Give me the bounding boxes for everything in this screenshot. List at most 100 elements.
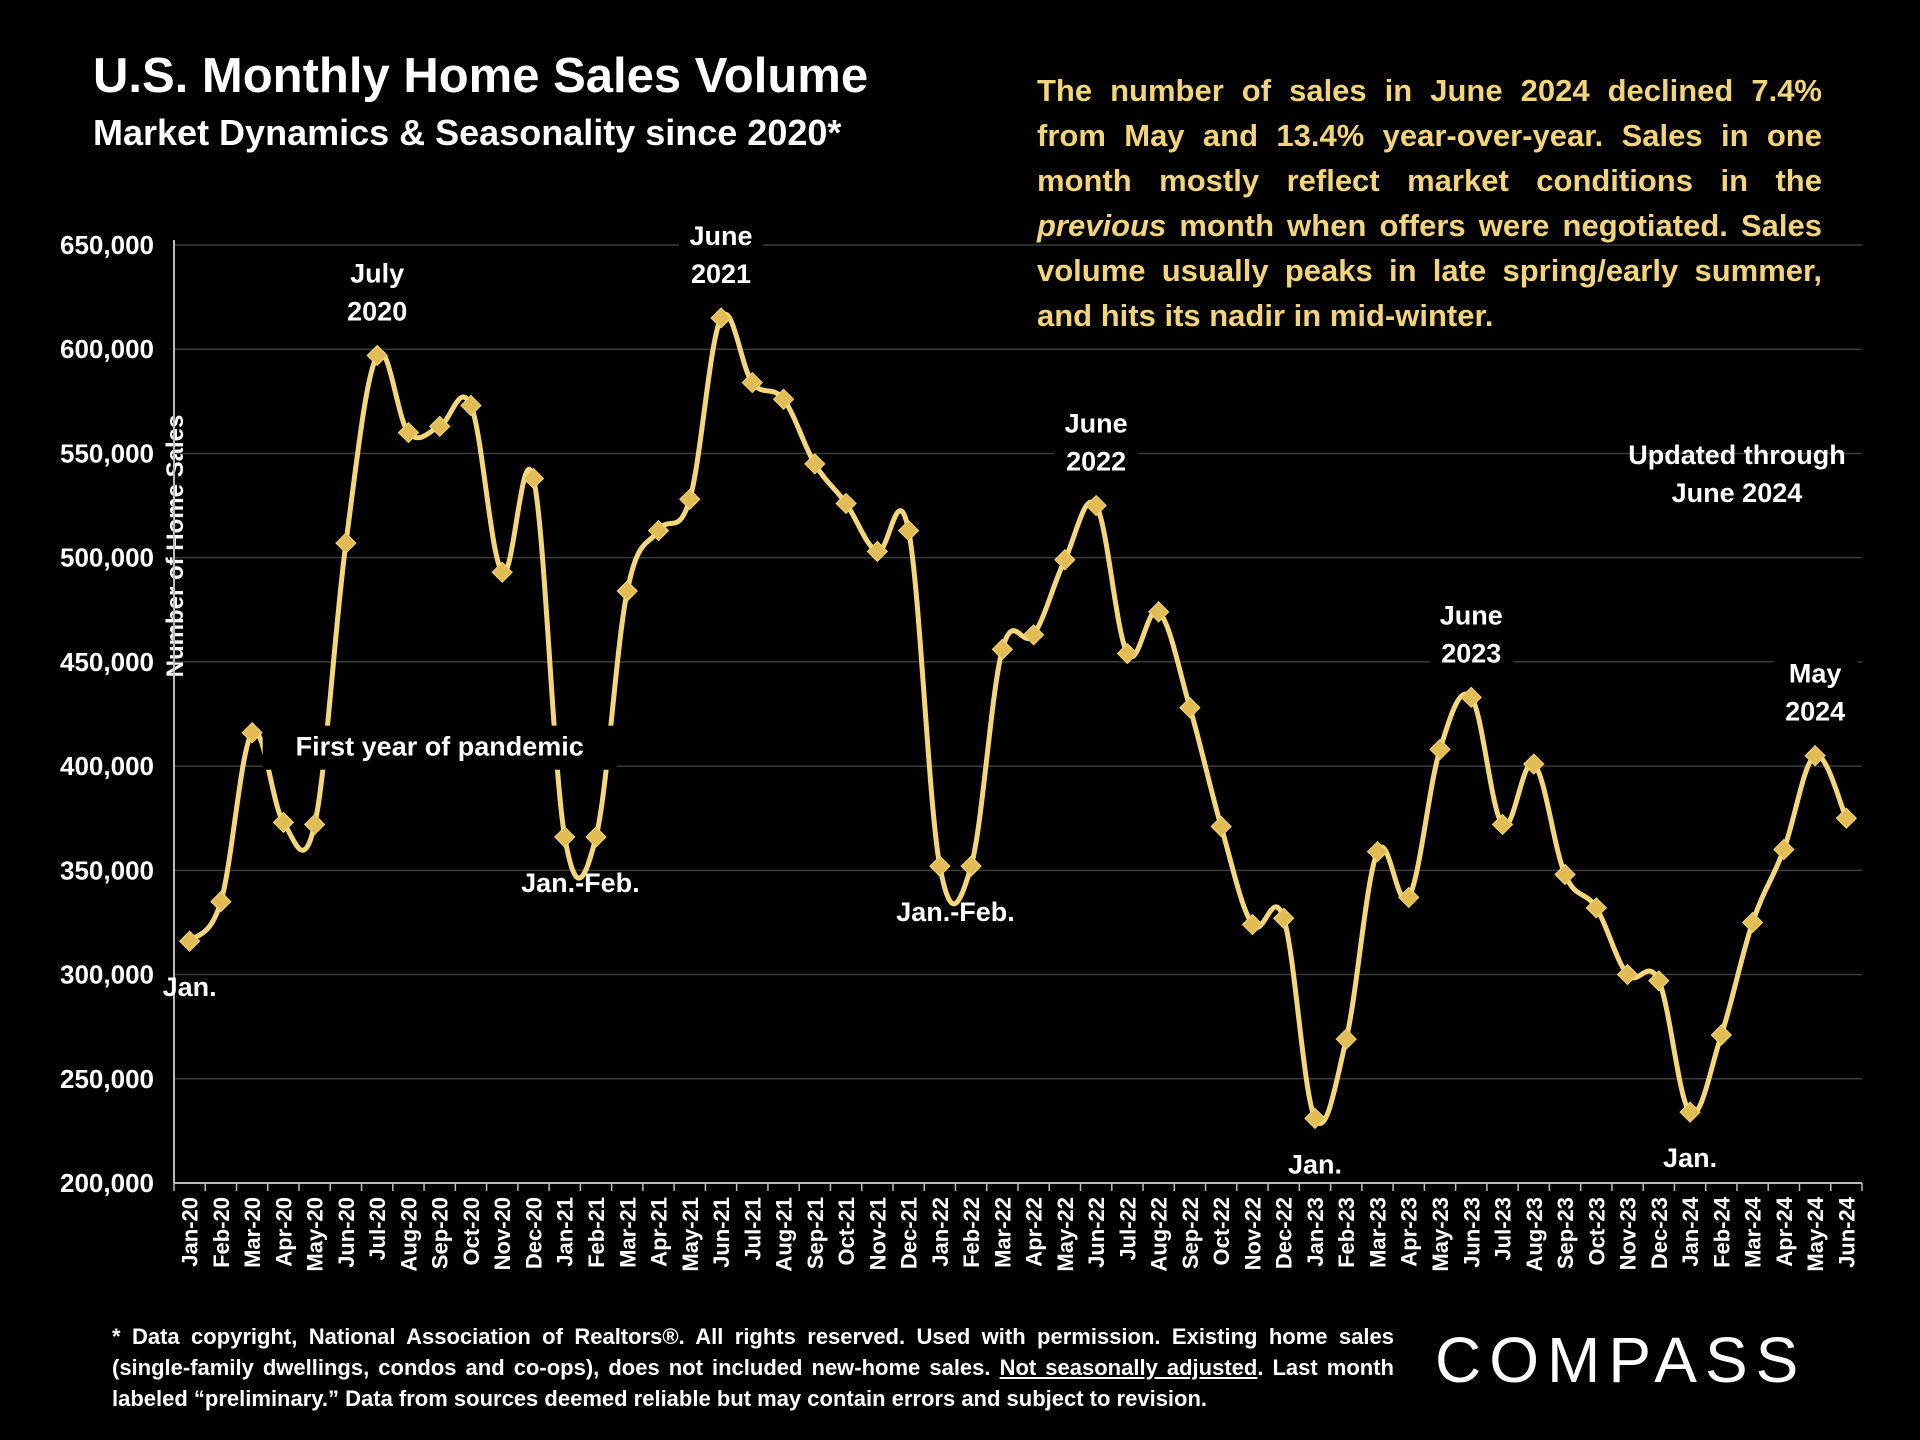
footnote-text: * Data copyright, National Association o… [112, 1324, 1394, 1380]
x-tick-label: May-23 [1428, 1197, 1453, 1272]
x-tick-label: Mar-24 [1741, 1196, 1766, 1268]
data-point-marker [991, 638, 1014, 661]
x-tick-label: Jul-22 [1115, 1197, 1140, 1261]
x-tick-label: Aug-20 [396, 1197, 421, 1272]
x-tick-label: Jun-23 [1459, 1197, 1484, 1268]
y-tick-label: 400,000 [60, 751, 154, 781]
data-point-marker [241, 722, 263, 744]
x-tick-label: May-21 [678, 1197, 703, 1272]
data-point-marker [397, 421, 420, 444]
annotation-background [262, 725, 617, 770]
commentary-text-end: month when offers were negotiated. Sales… [1037, 208, 1822, 333]
annotation-label: 2021 [691, 259, 751, 289]
x-tick-label: Nov-20 [490, 1197, 515, 1270]
y-tick-label: 500,000 [60, 543, 154, 573]
annotation-label: First year of pandemic [296, 732, 584, 762]
x-tick-label: Aug-23 [1522, 1197, 1547, 1272]
chart-title: U.S. Monthly Home Sales Volume [93, 49, 869, 103]
x-tick-label: Jul-21 [740, 1197, 765, 1261]
annotation-background [1429, 594, 1514, 677]
data-point-marker [616, 580, 638, 602]
x-tick-label: Jun-21 [709, 1197, 734, 1268]
x-tick-label: Jan-23 [1303, 1197, 1328, 1267]
x-tick-label: Feb-21 [584, 1197, 609, 1268]
x-tick-label: Sep-23 [1553, 1197, 1578, 1269]
data-point-marker [679, 488, 701, 511]
data-point-marker [335, 532, 357, 554]
annotation-label: June [1440, 600, 1503, 630]
chart-subtitle: Market Dynamics & Seasonality since 2020… [93, 112, 842, 153]
x-tick-label: Dec-23 [1647, 1197, 1672, 1269]
x-tick-label: Jul-23 [1491, 1197, 1516, 1261]
data-point-marker [897, 519, 920, 542]
x-tick-label: May-24 [1803, 1196, 1828, 1271]
y-tick-label: 450,000 [60, 647, 154, 677]
x-tick-label: Oct-22 [1209, 1197, 1234, 1265]
data-point-marker [1366, 840, 1389, 863]
x-tick-label: May-22 [1053, 1197, 1078, 1272]
data-point-marker [1554, 863, 1576, 886]
annotation-background [1054, 402, 1139, 485]
data-point-marker [460, 394, 482, 417]
x-tick-label: Nov-22 [1240, 1197, 1265, 1270]
x-tick-label: Jun-24 [1834, 1196, 1859, 1268]
data-point-marker [1116, 642, 1139, 665]
x-tick-label: Sep-21 [803, 1197, 828, 1269]
data-point-marker [1460, 686, 1482, 709]
y-tick-label: 250,000 [60, 1064, 154, 1094]
annotation-label: 2022 [1066, 447, 1126, 477]
series-line [187, 311, 1849, 1126]
data-point-marker [1335, 1028, 1357, 1050]
x-tick-label: Dec-20 [521, 1197, 546, 1269]
data-point-marker [1741, 911, 1764, 934]
x-tick-label: Apr-21 [647, 1197, 672, 1267]
data-point-marker [428, 415, 451, 438]
data-point-marker [1773, 838, 1795, 861]
annotation-background [679, 214, 764, 297]
data-point-marker [1054, 549, 1076, 571]
footnote-underlined: Not seasonally adjusted [999, 1355, 1258, 1380]
data-point-marker [1304, 1107, 1326, 1130]
y-tick-label: 600,000 [60, 334, 154, 364]
data-point-marker [1648, 970, 1670, 992]
data-point-marker [1398, 886, 1420, 909]
data-point-marker [710, 307, 732, 329]
x-tick-label: Mar-22 [990, 1197, 1015, 1268]
x-tick-label: Feb-24 [1709, 1196, 1734, 1268]
x-tick-label: Aug-22 [1147, 1197, 1172, 1272]
x-tick-label: Sep-22 [1178, 1197, 1203, 1269]
x-tick-label: Jan-20 [178, 1197, 203, 1267]
footnote-text-end: . Last month labeled “preliminary.” Data… [112, 1355, 1394, 1411]
x-tick-label: Oct-20 [459, 1197, 484, 1265]
data-point-marker [1585, 897, 1608, 919]
data-point-marker [1679, 1101, 1701, 1123]
x-tick-label: Apr-23 [1397, 1197, 1422, 1267]
annotation-label: Jan.-Feb. [521, 868, 640, 898]
data-point-marker [1022, 624, 1045, 646]
annotation-label: Updated through [1628, 440, 1845, 470]
data-point-marker [1241, 913, 1264, 936]
annotation-label: Jan. [1288, 1149, 1342, 1179]
y-tick-label: 650,000 [60, 230, 154, 260]
data-point-marker [960, 855, 982, 877]
x-tick-label: Mar-23 [1365, 1197, 1390, 1268]
annotation-label: 2024 [1785, 697, 1845, 727]
x-tick-label: May-20 [303, 1197, 328, 1272]
data-point-marker [1272, 907, 1295, 929]
data-point-marker [1710, 1024, 1733, 1046]
y-tick-label: 200,000 [60, 1168, 154, 1198]
annotation-label: Jan.-Feb. [896, 897, 1015, 927]
data-point-marker [1616, 963, 1639, 986]
x-tick-label: Nov-21 [865, 1197, 890, 1270]
x-tick-label: Jan-24 [1678, 1196, 1703, 1266]
data-point-marker [178, 930, 201, 952]
x-tick-label: Dec-22 [1272, 1197, 1297, 1269]
data-point-marker [1085, 494, 1107, 517]
x-tick-label: Dec-21 [897, 1197, 922, 1269]
x-tick-label: Jun-22 [1084, 1197, 1109, 1268]
annotation-label: June 2024 [1672, 478, 1803, 508]
annotation-label: 2023 [1441, 638, 1501, 668]
data-point-marker [929, 855, 951, 877]
data-point-marker [1804, 744, 1826, 767]
